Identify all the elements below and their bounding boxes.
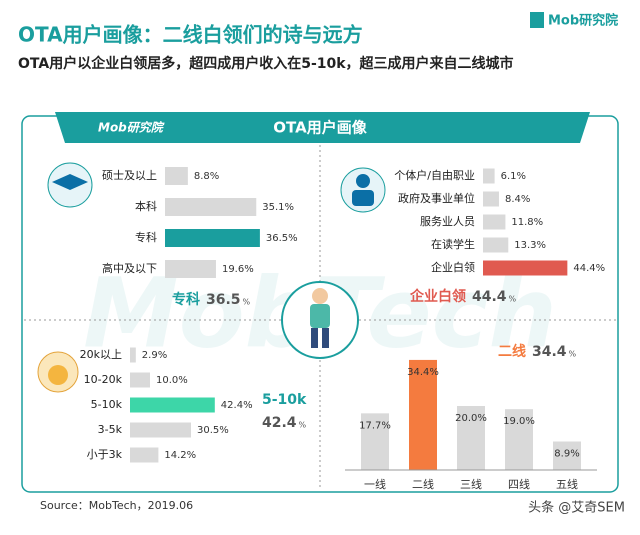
x-tick-label: 五线: [556, 477, 578, 491]
value-label: 36.5%: [266, 233, 298, 244]
value-label: 42.4%: [221, 400, 253, 411]
value-label: 30.5%: [197, 425, 229, 436]
x-tick-label: 三线: [460, 477, 482, 491]
highlight-label: 5-10k: [262, 392, 307, 408]
panel-title: OTA用户画像: [273, 119, 367, 137]
bar: [553, 441, 581, 470]
value-label: 14.2%: [164, 450, 196, 461]
x-tick-label: 二线: [412, 477, 434, 491]
income-icon: [48, 365, 68, 385]
panel-logo: Mob研究院: [98, 121, 165, 135]
highlight-unit: %: [569, 350, 577, 359]
credit: 头条 @艾奇SEM: [528, 500, 625, 516]
job-icon: [356, 174, 370, 188]
category-label: 10-20k: [84, 373, 123, 386]
category-label: 在读学生: [431, 237, 475, 251]
bar: [505, 409, 533, 470]
bar: [361, 413, 389, 470]
bar: [165, 229, 260, 247]
value-label: 17.7%: [359, 420, 391, 431]
value-label: 13.3%: [514, 240, 546, 251]
bar: [483, 191, 499, 207]
bar: [130, 397, 215, 413]
logo: Mob研究院: [548, 13, 618, 29]
highlight-unit: %: [299, 421, 307, 430]
value-label: 19.0%: [503, 416, 535, 427]
person: [311, 328, 318, 348]
category-label: 3-5k: [98, 423, 123, 436]
value-label: 20.0%: [455, 413, 487, 424]
highlight-unit: %: [509, 295, 517, 304]
bar: [130, 372, 150, 388]
category-label: 本科: [135, 199, 157, 213]
x-tick-label: 四线: [508, 477, 530, 491]
bar: [409, 359, 437, 470]
bar: [165, 167, 188, 185]
value-label: 19.6%: [222, 264, 254, 275]
value-label: 11.8%: [511, 217, 543, 228]
category-label: 硕士及以上: [102, 169, 157, 182]
bar: [483, 237, 509, 253]
highlight-label: 专科: [172, 291, 200, 308]
bar: [130, 447, 159, 463]
category-label: 个体户/自由职业: [394, 168, 475, 182]
category-label: 专科: [135, 230, 157, 244]
bar: [130, 422, 191, 438]
value-label: 8.9%: [554, 449, 579, 460]
title: OTA用户画像：二线白领们的诗与远方: [18, 23, 363, 47]
value-label: 10.0%: [156, 375, 188, 386]
x-tick-label: 一线: [364, 477, 386, 491]
highlight-label: 企业白领: [409, 288, 466, 305]
category-label: 5-10k: [91, 398, 123, 411]
value-label: 6.1%: [501, 171, 526, 182]
highlight-label: 二线: [498, 343, 526, 360]
value-label: 44.4%: [573, 263, 605, 274]
category-label: 企业白领: [431, 260, 475, 274]
highlight-value: 42.4: [262, 415, 297, 431]
value-label: 8.4%: [505, 194, 530, 205]
category-label: 小于3k: [87, 448, 123, 461]
value-label: 35.1%: [262, 202, 294, 213]
category-label: 服务业人员: [420, 215, 475, 228]
bar: [165, 198, 257, 216]
edu-icon: [52, 174, 88, 190]
value-label: 2.9%: [142, 350, 167, 361]
bar: [165, 260, 216, 278]
bar: [457, 406, 485, 470]
person: [312, 288, 328, 304]
subtitle: OTA用户以企业白领居多，超四成用户收入在5-10k，超三成用户来自二线城市: [18, 55, 514, 72]
person: [322, 328, 329, 348]
value-label: 8.8%: [194, 171, 219, 182]
logo-icon: [530, 12, 544, 28]
bar: [130, 347, 136, 363]
category-label: 高中及以下: [102, 261, 157, 275]
source: Source：MobTech，2019.06: [40, 499, 193, 512]
job-icon: [352, 190, 374, 206]
bar: [483, 168, 495, 184]
highlight-unit: %: [243, 298, 251, 307]
category-label: 政府及事业单位: [398, 191, 475, 205]
person: [310, 304, 330, 328]
category-label: 20k以上: [80, 348, 122, 361]
highlight-value: 34.4: [532, 344, 567, 360]
highlight-value: 44.4: [472, 289, 507, 305]
bar: [483, 214, 506, 230]
panel-header: [55, 112, 590, 143]
value-label: 34.4%: [407, 367, 439, 378]
highlight-value: 36.5: [206, 292, 241, 308]
bar: [483, 260, 568, 276]
